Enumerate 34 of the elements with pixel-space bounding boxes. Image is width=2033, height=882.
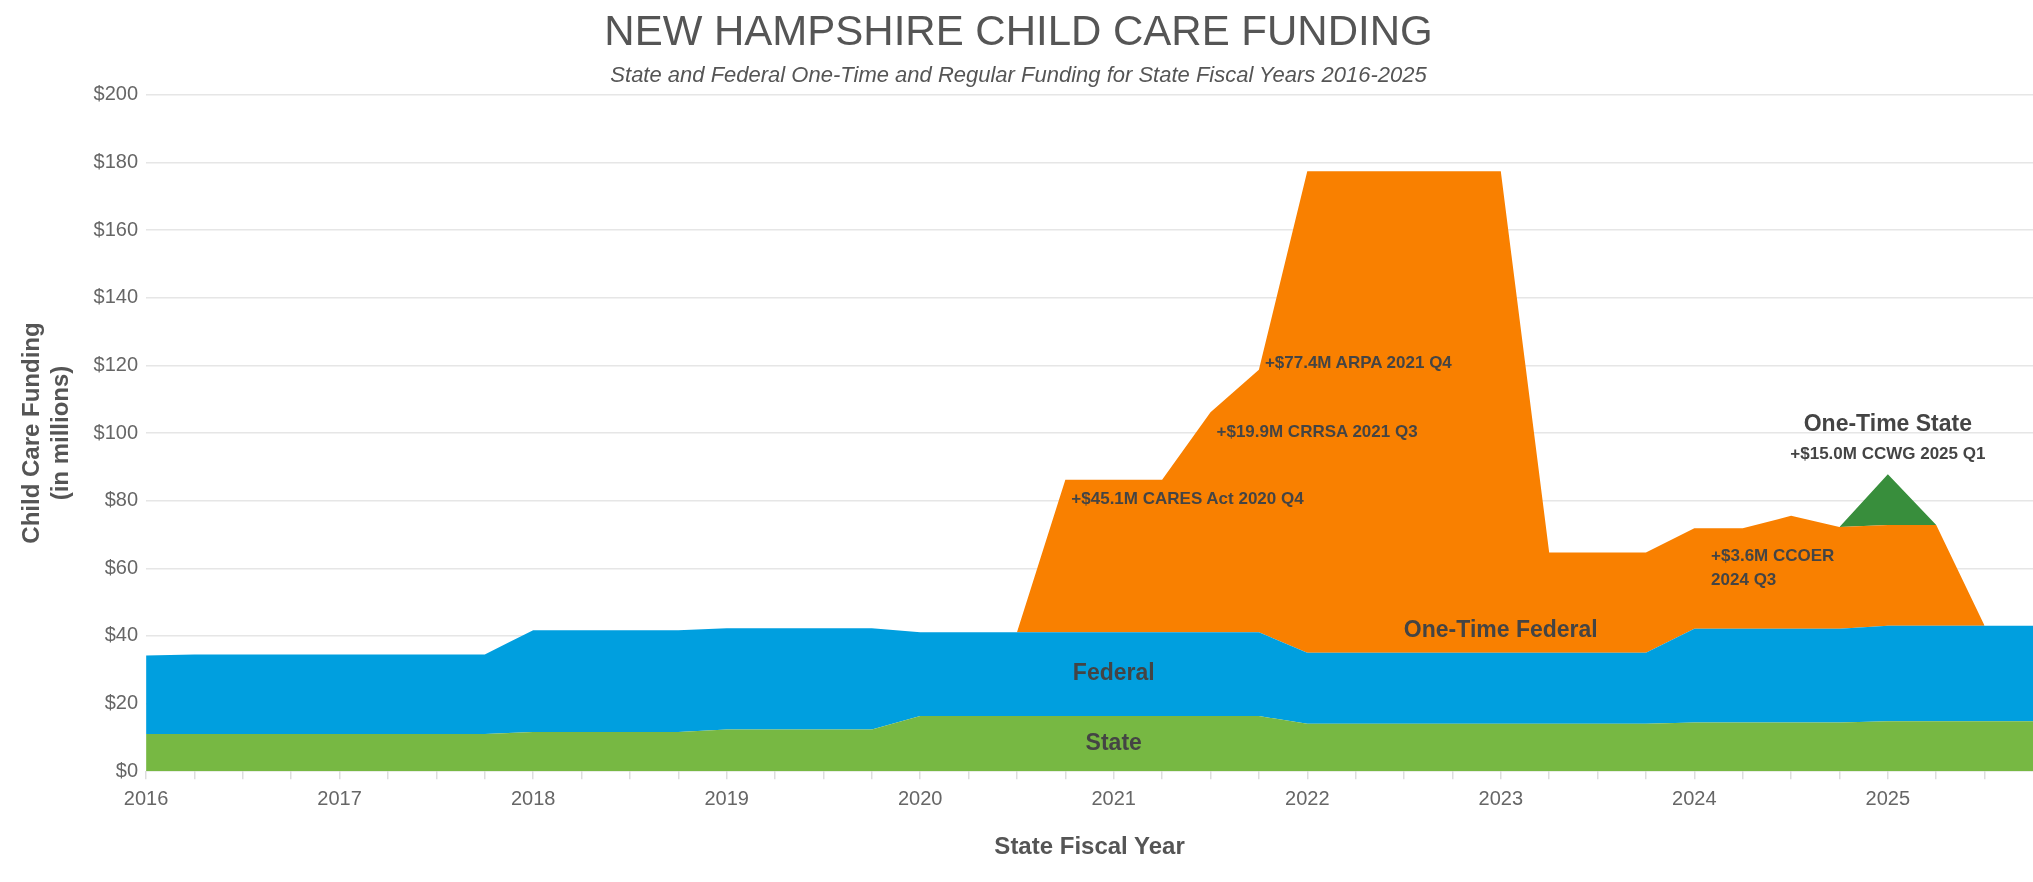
series-label: Federal (1072, 659, 1155, 686)
x-tick-label: 2019 (704, 786, 749, 809)
y-tick-label: $180 (93, 149, 139, 172)
x-tick-label: 2022 (1285, 786, 1330, 809)
text: One-Time State (1803, 409, 1972, 436)
x-tick-label: 2016 (123, 786, 169, 809)
y-tick-label: $20 (104, 691, 139, 714)
y-tick-label: $140 (93, 285, 139, 308)
series-label: One-Time Federal (1403, 616, 1598, 643)
chart-title: NEW HAMPSHIRE CHILD CARE FUNDING (604, 6, 1433, 54)
y-axis-title: Child Care Funding (in millions) (17, 322, 73, 544)
annotation: +$77.4M ARPA 2021 Q4 (1264, 353, 1453, 373)
chart-subtitle: State and Federal One-Time and Regular Funding for State Fiscal Years 2016-2025 (610, 61, 1428, 87)
x-tick-label: 2020 (897, 786, 943, 809)
x-tick-label: 2023 (1478, 786, 1524, 809)
x-tick-label: 2018 (510, 786, 556, 809)
x-tick-label: 2021 (1091, 786, 1136, 809)
annotation: +$15.0M CCWG 2025 Q1 (1790, 443, 1986, 463)
x-tick-label: 2017 (317, 786, 362, 809)
x-tick-label: 2025 (1865, 786, 1911, 809)
series-label: State (1085, 728, 1142, 755)
y-tick-label: $80 (104, 488, 139, 511)
x-tick-label: 2024 (1672, 786, 1717, 809)
y-tick-label: $200 (93, 82, 139, 105)
y-tick-label: $160 (93, 217, 139, 240)
y-tick-label: $0 (115, 758, 139, 781)
x-axis-title: State Fiscal Year (994, 832, 1185, 860)
annotation: +$45.1M CARES Act 2020 Q4 (1071, 489, 1305, 509)
annotation: +$3.6M CCOER 2024 Q3 (1711, 545, 1835, 589)
y-tick-label: $120 (93, 352, 139, 375)
annotation: +$19.9M CRRSA 2021 Q3 (1216, 422, 1418, 442)
y-tick-label: $100 (93, 420, 139, 443)
y-tick-label: $60 (104, 555, 139, 578)
y-tick-label: $40 (104, 623, 139, 646)
